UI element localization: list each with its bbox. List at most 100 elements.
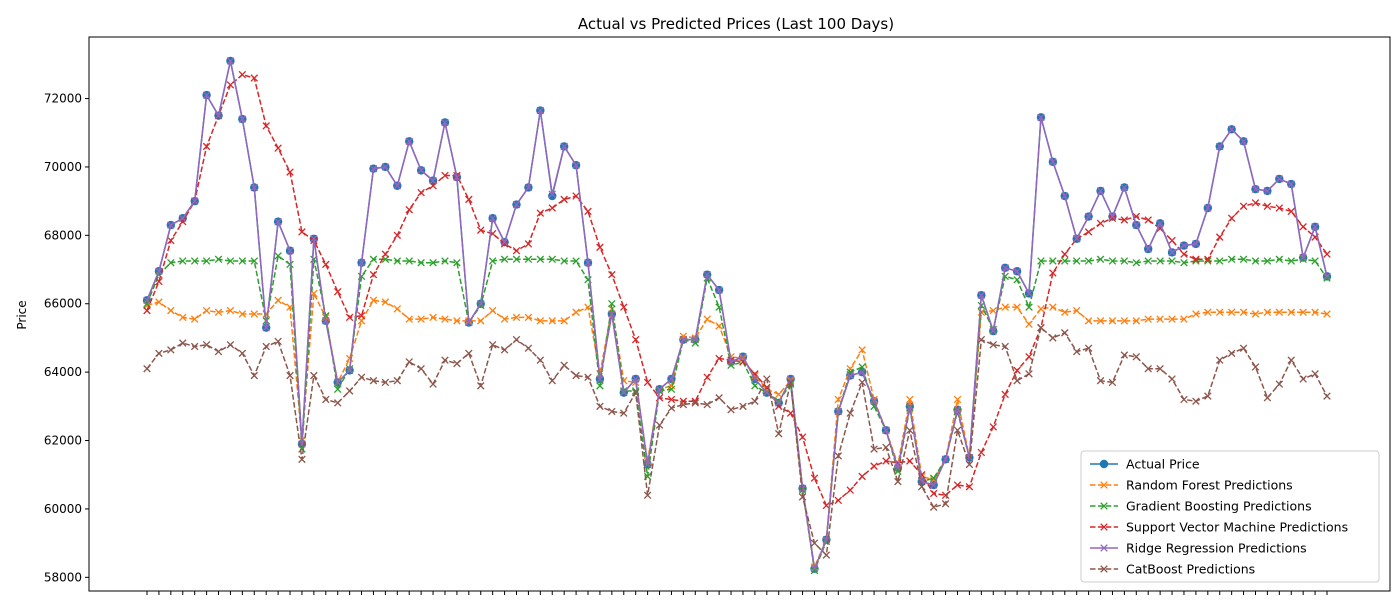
point-s3-93 [1251, 199, 1260, 207]
point-s5-3 [178, 339, 187, 347]
point-s2-51 [751, 382, 759, 390]
point-s4-56 [810, 565, 819, 573]
point-s5-30 [500, 346, 509, 354]
point-s5-64 [906, 426, 914, 435]
point-s5-14 [310, 371, 318, 380]
point-s1-4 [190, 315, 199, 323]
point-s5-21 [393, 376, 402, 385]
point-s3-9 [250, 74, 259, 82]
point-s3-58 [834, 496, 843, 505]
point-s3-27 [465, 195, 473, 204]
point-s5-17 [345, 387, 354, 395]
point-s3-71 [989, 423, 998, 431]
legend-item-2: Gradient Boosting Predictions [1090, 499, 1312, 514]
point-s3-48 [715, 354, 723, 363]
point-s5-7 [226, 341, 235, 349]
point-s4-70 [977, 291, 986, 299]
point-s4-30 [500, 238, 509, 246]
point-s3-0 [143, 306, 151, 315]
legend-marker-5 [1100, 565, 1108, 573]
point-s5-37 [584, 373, 592, 382]
point-s5-87 [1180, 395, 1188, 404]
point-s2-19 [369, 255, 378, 264]
point-s5-19 [369, 376, 378, 385]
point-s5-76 [1049, 334, 1057, 342]
point-s5-25 [441, 356, 449, 364]
point-s4-14 [310, 235, 318, 243]
point-s4-8 [238, 115, 247, 123]
point-s1-95 [1275, 308, 1284, 317]
point-s4-46 [691, 335, 700, 344]
point-s4-84 [1144, 245, 1152, 253]
point-s4-36 [572, 161, 580, 170]
point-s3-7 [226, 81, 235, 89]
point-s5-80 [1096, 376, 1105, 385]
point-s3-62 [882, 457, 890, 465]
point-s2-85 [1156, 257, 1164, 265]
point-s1-71 [989, 306, 998, 315]
point-s4-43 [655, 385, 664, 393]
y-tick-label-3: 64000 [44, 365, 82, 379]
point-s5-96 [1287, 356, 1295, 364]
point-s1-31 [512, 313, 521, 322]
point-s5-91 [1227, 349, 1236, 358]
point-s3-34 [548, 204, 557, 212]
point-s4-31 [512, 200, 521, 209]
point-s1-79 [1084, 317, 1093, 325]
point-s4-10 [262, 323, 270, 332]
point-s4-77 [1061, 192, 1069, 200]
point-s1-82 [1120, 317, 1129, 325]
point-s4-4 [190, 197, 199, 205]
point-s5-18 [357, 373, 366, 382]
point-s3-97 [1299, 223, 1307, 231]
point-s5-73 [1013, 376, 1021, 385]
point-s5-12 [286, 371, 294, 380]
point-s5-85 [1156, 364, 1164, 373]
point-s1-53 [774, 390, 783, 399]
point-s2-83 [1132, 258, 1141, 267]
point-s5-89 [1204, 392, 1212, 400]
point-s2-11 [274, 252, 282, 260]
point-s5-44 [667, 404, 676, 412]
point-s5-94 [1263, 394, 1272, 402]
point-s5-63 [894, 477, 902, 486]
point-s5-28 [476, 382, 485, 390]
point-s3-44 [667, 395, 676, 404]
point-s2-34 [548, 255, 557, 264]
point-s3-38 [596, 243, 604, 252]
point-s4-16 [333, 378, 342, 387]
point-s4-94 [1263, 187, 1272, 195]
point-s1-45 [679, 332, 688, 340]
point-s2-9 [250, 257, 259, 265]
point-s1-92 [1239, 308, 1248, 317]
point-s2-35 [560, 257, 568, 265]
point-s4-5 [202, 91, 211, 99]
point-s2-6 [214, 255, 223, 264]
point-s4-72 [1001, 264, 1009, 272]
point-s3-76 [1049, 269, 1057, 277]
point-s5-72 [1001, 342, 1009, 351]
point-s5-54 [786, 378, 795, 387]
legend-marker-3 [1100, 523, 1108, 531]
point-s4-71 [989, 327, 998, 335]
point-s2-39 [608, 299, 616, 308]
point-s1-2 [167, 306, 175, 315]
y-tick-label-2: 62000 [44, 434, 82, 448]
point-s4-6 [214, 111, 223, 120]
point-s4-58 [834, 407, 843, 416]
point-s1-11 [274, 296, 282, 305]
point-s1-3 [178, 313, 187, 322]
point-s4-33 [536, 106, 545, 115]
y-tick-label-0: 58000 [44, 570, 82, 584]
chart-title: Actual vs Predicted Prices (Last 100 Day… [578, 15, 894, 33]
point-s4-80 [1096, 187, 1105, 195]
point-s1-5 [202, 306, 211, 315]
y-axis-label: Price [15, 300, 29, 329]
point-s4-67 [941, 455, 950, 464]
point-s4-22 [405, 137, 413, 146]
point-s5-53 [774, 429, 783, 438]
point-s5-68 [953, 426, 962, 435]
point-s4-44 [667, 375, 676, 383]
point-s1-94 [1263, 308, 1272, 317]
point-s4-38 [596, 375, 604, 383]
